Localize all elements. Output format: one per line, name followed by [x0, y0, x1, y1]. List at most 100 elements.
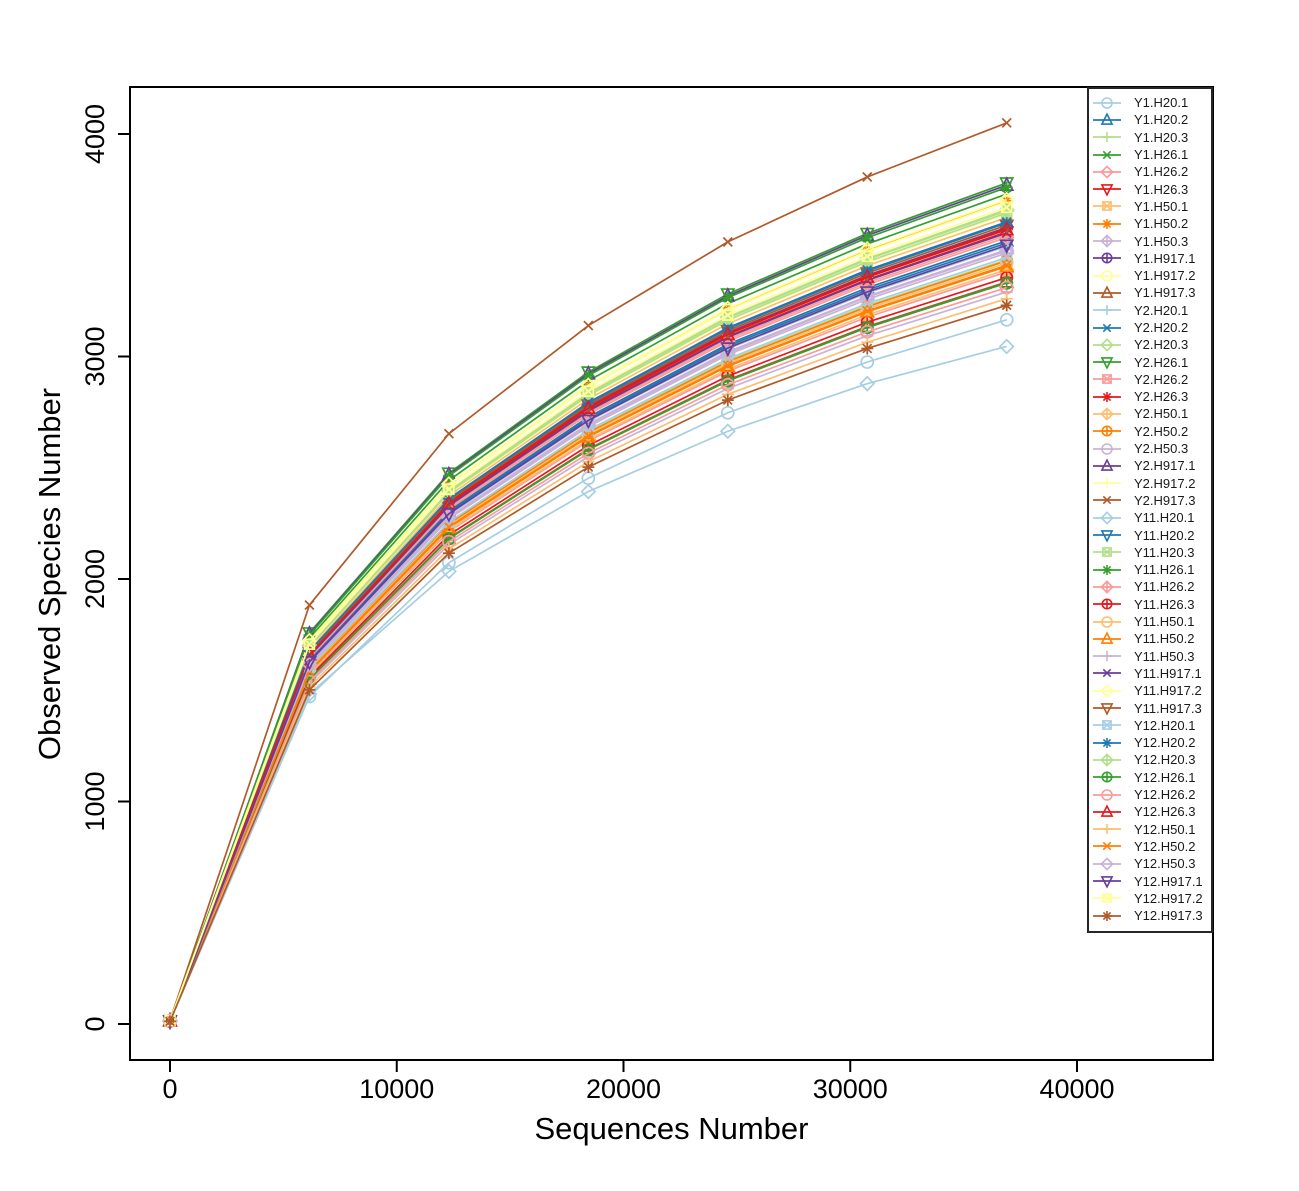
- legend-triangle-up-icon: [1100, 112, 1114, 125]
- legend-item-Y1.H20.3: Y1.H20.3: [1089, 129, 1211, 146]
- legend-item-Y11.H917.1: Y11.H917.1: [1089, 665, 1211, 682]
- series-markers-Y2.H20.2: [164, 217, 1012, 1026]
- legend-triangle-up-icon: [1100, 285, 1114, 298]
- legend-key-icon: [1093, 165, 1121, 179]
- x-tick-label: 20000: [586, 1074, 661, 1104]
- series-line-Y11.H917.1: [169, 232, 1007, 1022]
- legend-item-Y12.H50.2: Y12.H50.2: [1089, 838, 1211, 855]
- legend-label: Y11.H26.2: [1134, 579, 1195, 595]
- legend-key-icon: [1093, 842, 1121, 851]
- legend-x-icon: [1102, 150, 1112, 159]
- circle-marker: [860, 355, 875, 369]
- series-markers-Y1.H50.3: [162, 245, 1015, 1030]
- legend-square-x-icon: [1102, 547, 1112, 558]
- legend-square-x-icon: [1102, 374, 1112, 385]
- series-markers-Y11.H917.3: [162, 219, 1015, 1030]
- legend-label: Y11.H917.1: [1134, 665, 1202, 681]
- legend-item-Y12.H917.3: Y12.H917.3: [1089, 907, 1211, 924]
- legend-label: Y12.H20.3: [1134, 752, 1196, 768]
- legend-label: Y11.H917.3: [1134, 700, 1202, 716]
- triangle-up-marker: [580, 399, 596, 415]
- legend-label: Y1.H26.3: [1134, 181, 1189, 197]
- legend-label: Y2.H20.1: [1134, 302, 1189, 318]
- diamond-marker: [440, 563, 457, 580]
- legend-label: Y12.H50.2: [1134, 838, 1196, 854]
- legend-label: Y2.H917.3: [1134, 492, 1196, 508]
- legend-item-Y1.H50.3: Y1.H50.3: [1089, 232, 1211, 249]
- legend-label: Y2.H50.3: [1134, 441, 1189, 457]
- asterisk-marker: [582, 369, 595, 382]
- y-tick-label: 2000: [80, 549, 110, 609]
- legend-label: Y2.H26.2: [1134, 371, 1189, 387]
- legend-label: Y2.H917.1: [1134, 458, 1196, 474]
- legend-item-Y1.H917.1: Y1.H917.1: [1089, 250, 1211, 267]
- legend-plus-icon: [1102, 132, 1112, 143]
- legend-key-icon: [1093, 218, 1121, 229]
- legend-label: Y1.H50.2: [1134, 216, 1189, 232]
- square-x-marker: [582, 385, 595, 397]
- legend-box: Y1.H20.1 Y1.H20.2 Y1.H20.3 Y1.H26.1 Y1.H26.2…: [1087, 87, 1213, 933]
- x-tick-label: 10000: [359, 1074, 434, 1104]
- legend-key-icon: [1093, 824, 1121, 835]
- plot-frame: [129, 86, 1214, 1061]
- legend-triangle-down-icon: [1100, 357, 1114, 370]
- legend-item-Y2.H50.1: Y2.H50.1: [1089, 405, 1211, 422]
- series-markers-Y2.H20.1: [164, 240, 1013, 1028]
- legend-label: Y12.H50.3: [1134, 856, 1196, 872]
- series-line-Y2.H26.3: [169, 227, 1007, 1022]
- triangle-down-marker: [720, 342, 736, 357]
- legend-key-icon: [1093, 425, 1121, 437]
- legend-triangle-down-icon: [1100, 703, 1114, 716]
- legend-triangle-up-icon: [1100, 631, 1114, 644]
- x-axis-title: Sequences Number: [534, 1111, 809, 1146]
- legend-label: Y12.H26.3: [1134, 804, 1196, 820]
- legend-key-icon: [1093, 598, 1121, 610]
- series-line-Y1.H26.3: [169, 231, 1007, 1022]
- y-axis-ticks: 0 1000 2000 3000 4000: [80, 104, 130, 1032]
- diamond-marker: [580, 483, 597, 500]
- triangle-up-marker: [999, 257, 1015, 273]
- legend-x-icon: [1102, 323, 1112, 332]
- legend-diamond-plus-icon: [1100, 753, 1114, 767]
- legend-item-Y1.H26.1: Y1.H26.1: [1089, 146, 1211, 163]
- legend-diamond-icon: [1100, 684, 1114, 698]
- series-markers-Y12.H917.3: [164, 299, 1013, 1028]
- series-markers-Y12.H917.1: [162, 239, 1015, 1031]
- triangle-up-marker: [720, 325, 736, 341]
- legend-key-icon: [1093, 564, 1121, 575]
- legend-label: Y11.H20.1: [1134, 510, 1195, 526]
- series-markers-Y11.H917.2: [162, 191, 1015, 1029]
- legend-item-Y1.H20.1: Y1.H20.1: [1089, 94, 1211, 111]
- legend-asterisk-icon: [1102, 218, 1112, 229]
- asterisk-marker: [442, 469, 455, 482]
- triangle-down-marker: [301, 655, 317, 671]
- legend-item-Y1.H26.3: Y1.H26.3: [1089, 180, 1211, 197]
- asterisk-marker: [164, 1015, 177, 1028]
- legend-key-icon: [1093, 580, 1121, 594]
- legend-label: Y11.H50.3: [1134, 648, 1195, 664]
- legend-label: Y11.H50.1: [1134, 614, 1195, 630]
- series-markers-Y1.H26.1: [164, 189, 1012, 1026]
- legend-item-Y2.H26.2: Y2.H26.2: [1089, 371, 1211, 388]
- legend-plus-icon: [1102, 478, 1112, 489]
- legend-label: Y12.H26.2: [1134, 787, 1196, 803]
- legend-item-Y12.H26.2: Y12.H26.2: [1089, 786, 1211, 803]
- series-markers-Y1.H50.1: [164, 211, 1013, 1027]
- series-line-Y11.H26.2: [169, 236, 1007, 1022]
- triangle-down-marker: [999, 239, 1015, 255]
- series-markers-Y2.H50.3: [163, 242, 1014, 1028]
- legend-x-icon: [1102, 496, 1112, 505]
- legend-label: Y2.H50.2: [1134, 423, 1189, 439]
- legend-item-Y2.H26.3: Y2.H26.3: [1089, 388, 1211, 405]
- diamond-marker: [440, 509, 457, 526]
- asterisk-marker: [721, 394, 734, 407]
- legend-square-x-icon: [1102, 893, 1112, 904]
- x-axis-ticks: 0 10000 20000 30000 40000: [162, 1060, 1115, 1104]
- legend-key-icon: [1093, 391, 1121, 402]
- legend-key-icon: [1093, 338, 1121, 352]
- legend-item-Y11.H26.3: Y11.H26.3: [1089, 596, 1211, 613]
- legend-item-Y11.H917.2: Y11.H917.2: [1089, 682, 1211, 699]
- series-markers-Y11.H917.1: [164, 227, 1012, 1026]
- legend-label: Y1.H20.3: [1134, 129, 1189, 145]
